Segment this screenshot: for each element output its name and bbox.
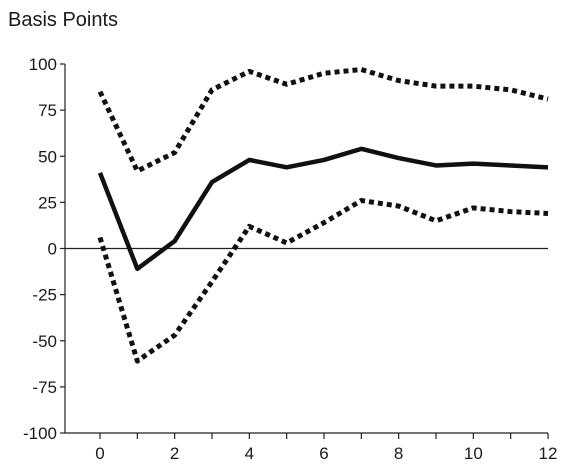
x-tick-label: 2 (170, 444, 179, 463)
y-tick-label: -50 (32, 332, 57, 351)
y-tick-label: 0 (48, 240, 57, 259)
x-tick-label: 4 (245, 444, 254, 463)
x-tick-label: 12 (539, 444, 558, 463)
y-tick-label: 50 (38, 147, 57, 166)
y-tick-label: 100 (29, 55, 57, 74)
x-tick-label: 10 (464, 444, 483, 463)
y-tick-label: -75 (32, 378, 57, 397)
series-line-central (97, 146, 549, 272)
x-tick-label: 6 (319, 444, 328, 463)
axis-ticks: 100 75 50 25 0 -25 -50 -75 -100 0 2 4 6 8 10 12 (23, 55, 557, 463)
x-tick-label: 0 (95, 444, 104, 463)
y-tick-label: 25 (38, 193, 57, 212)
chart-title: Basis Points (8, 9, 118, 31)
y-tick-label: -25 (32, 286, 57, 305)
y-tick-label: -100 (23, 424, 57, 443)
axes (64, 64, 548, 434)
y-tick-label: 75 (38, 101, 57, 120)
x-tick-label: 8 (394, 444, 403, 463)
series-line-band-1 (97, 67, 549, 174)
series-line-band-2 (97, 198, 549, 364)
series-group (97, 67, 549, 364)
